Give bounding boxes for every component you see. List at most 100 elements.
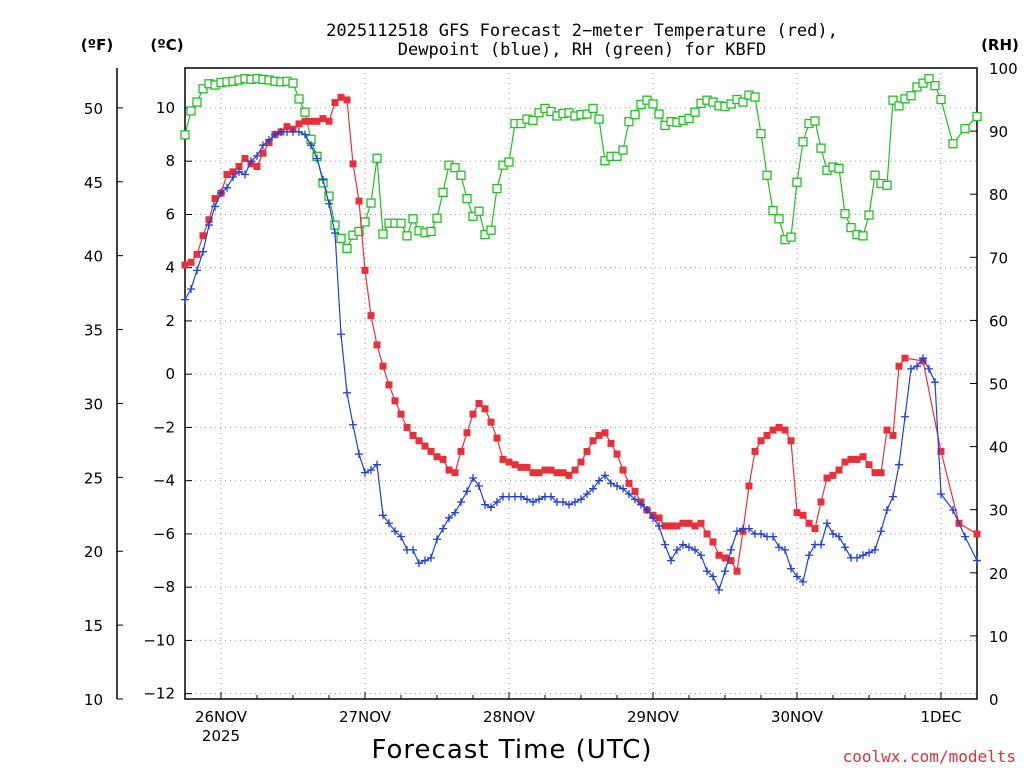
dewpoint-point [913, 362, 921, 371]
dewpoint-point [445, 513, 453, 522]
temperature-point [427, 447, 435, 455]
dewpoint-point [343, 388, 351, 397]
dewpoint-point [853, 553, 861, 562]
temperature-point [505, 458, 513, 466]
dewpoint-point [961, 532, 969, 541]
rh-tick-label: 30 [989, 502, 1008, 520]
temperature-point [493, 434, 501, 442]
rh-point [846, 222, 856, 233]
dewpoint-point [307, 141, 315, 150]
dewpoint-point [583, 489, 591, 498]
temperature-point [625, 479, 633, 487]
temperature-series [181, 93, 981, 575]
celsius-tick-label: −10 [143, 631, 175, 649]
celsius-tick-label: −6 [153, 525, 175, 543]
dewpoint-point [235, 167, 243, 176]
temperature-point [421, 442, 429, 450]
dewpoint-point [895, 460, 903, 469]
dewpoint-point [439, 524, 447, 533]
temperature-point [871, 469, 879, 477]
dewpoint-point [781, 545, 789, 554]
dewpointline [184, 131, 978, 592]
temperature-point [691, 522, 699, 530]
dewpoint-point [907, 364, 915, 373]
temperature-point [673, 522, 681, 530]
temperature-point [715, 551, 723, 559]
dewpoint-point [829, 529, 837, 538]
temperature-point [295, 120, 303, 128]
dewpoint-point [871, 545, 879, 554]
celsius-tick-label: 6 [165, 205, 175, 223]
temperature-point [331, 99, 339, 107]
temperature-point [685, 519, 693, 527]
temperature-point [199, 232, 207, 240]
dewpoint-point [331, 229, 339, 238]
rh-point [294, 94, 304, 104]
dewpoint-point [559, 497, 567, 506]
credit-link[interactable]: coolwx.com/modelts [843, 747, 1016, 766]
rh-tick-label: 50 [989, 376, 1008, 394]
dewpoint-point [805, 551, 813, 560]
dewpoint-point [415, 559, 423, 568]
temperature-point [709, 538, 717, 546]
dewpoint-point [529, 497, 537, 506]
temperature-point [325, 117, 333, 125]
dewpoint-point [691, 545, 699, 554]
rh-point [888, 95, 898, 105]
rh-point [972, 111, 982, 122]
rh-point [582, 109, 592, 119]
dewpoint-point [199, 247, 207, 256]
rh-point [378, 229, 388, 239]
temperature-point [589, 437, 597, 445]
dewpoint-point [865, 548, 873, 557]
temperature-point [403, 423, 411, 431]
axes: −12−10−8−6−4−202468101015202530354045500… [84, 60, 1018, 745]
rh-point [438, 187, 448, 197]
x-tick-label: 28NOV [483, 708, 536, 726]
temperature-point [241, 155, 249, 163]
temperature-point [211, 194, 219, 202]
dewpoint-point [601, 471, 609, 480]
dewpoint-point [841, 543, 849, 552]
rh-point [192, 97, 202, 107]
dewpoint-point [229, 173, 237, 182]
rh-point [336, 233, 346, 244]
rh-point [798, 137, 808, 147]
dewpoint-point [823, 519, 831, 528]
dewpoint-point [481, 500, 489, 509]
temperature-point [583, 447, 591, 455]
dewpoint-point [883, 505, 891, 514]
rh-point [630, 110, 640, 120]
dewpoint-point [775, 543, 783, 552]
dewpoint-point [367, 466, 375, 475]
fahrenheit-tick-label: 10 [84, 691, 103, 709]
dewpoint-point [685, 543, 693, 552]
temperature-point [445, 466, 453, 474]
temperature-point [535, 469, 543, 477]
temperature-point [397, 410, 405, 418]
dewpoint-point [655, 521, 663, 530]
dewpoint-point [361, 468, 369, 477]
dewpoint-point [325, 199, 333, 208]
rh-point [894, 101, 904, 111]
fahrenheit-tick-label: 35 [84, 322, 103, 340]
dewpoint-point [571, 497, 579, 506]
rh-point [648, 99, 658, 109]
celsius-tick-label: −8 [153, 578, 175, 596]
rh-point [354, 226, 364, 237]
dewpoint-point [973, 556, 981, 565]
dewpoint-point [595, 476, 603, 485]
temperature-point [781, 426, 789, 434]
rh-point [402, 231, 412, 241]
temperature-point [337, 93, 345, 101]
celsius-tick-label: 2 [165, 312, 175, 330]
rh-tick-label: 20 [989, 565, 1008, 583]
dewpoint-point [619, 484, 627, 493]
dewpoint-point [247, 157, 255, 166]
temperature-point [499, 455, 507, 463]
dewpoint-point [733, 527, 741, 536]
dewpoint-point [271, 130, 279, 139]
dewpoint-point [409, 545, 417, 554]
temperature-point [319, 115, 327, 123]
